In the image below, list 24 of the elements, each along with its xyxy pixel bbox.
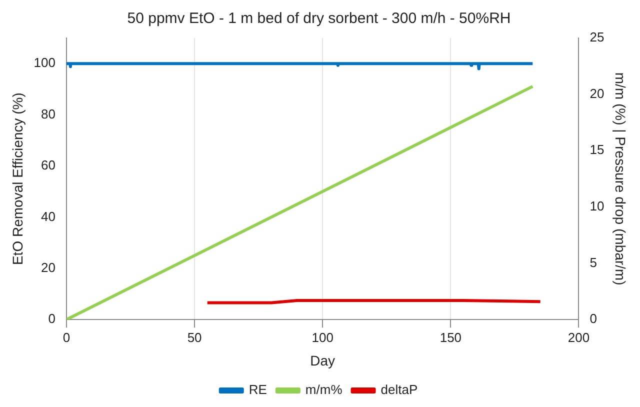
legend-label: m/m% xyxy=(305,382,343,398)
x-tick-label: 150 xyxy=(440,330,462,345)
y-axis-title: EtO Removal Efficiency (%) xyxy=(9,92,26,266)
y-tick-label: 40 xyxy=(41,208,56,224)
y-tick-label: 20 xyxy=(41,260,56,275)
x-tick-label: 100 xyxy=(312,330,334,345)
x-axis-title: Day xyxy=(310,352,336,368)
y2-tick-label: 25 xyxy=(590,30,604,45)
legend-label: RE xyxy=(248,382,268,398)
x-tick-label: 200 xyxy=(568,330,590,345)
y-tick-label: 60 xyxy=(41,158,56,173)
y2-tick-label: 20 xyxy=(590,86,604,101)
y-tick-label: 100 xyxy=(34,55,56,70)
x-tick-label: 50 xyxy=(187,330,202,345)
y2-tick-label: 0 xyxy=(590,311,597,326)
x-tick-label: 0 xyxy=(62,330,70,345)
y2-tick-label: 5 xyxy=(590,254,597,270)
y2-tick-label: 15 xyxy=(590,142,604,158)
legend-label: deltaP xyxy=(380,382,418,398)
y2-tick-label: 10 xyxy=(590,198,604,214)
y-tick-label: 0 xyxy=(48,311,56,326)
y2-axis-title: m/m (%) | Pressure drop (mbar/m) xyxy=(612,72,629,286)
chart-title: 50 ppmv EtO - 1 m bed of dry sorbent - 300 m/h - 50%RH xyxy=(127,10,511,28)
y-tick-label: 80 xyxy=(41,106,56,122)
